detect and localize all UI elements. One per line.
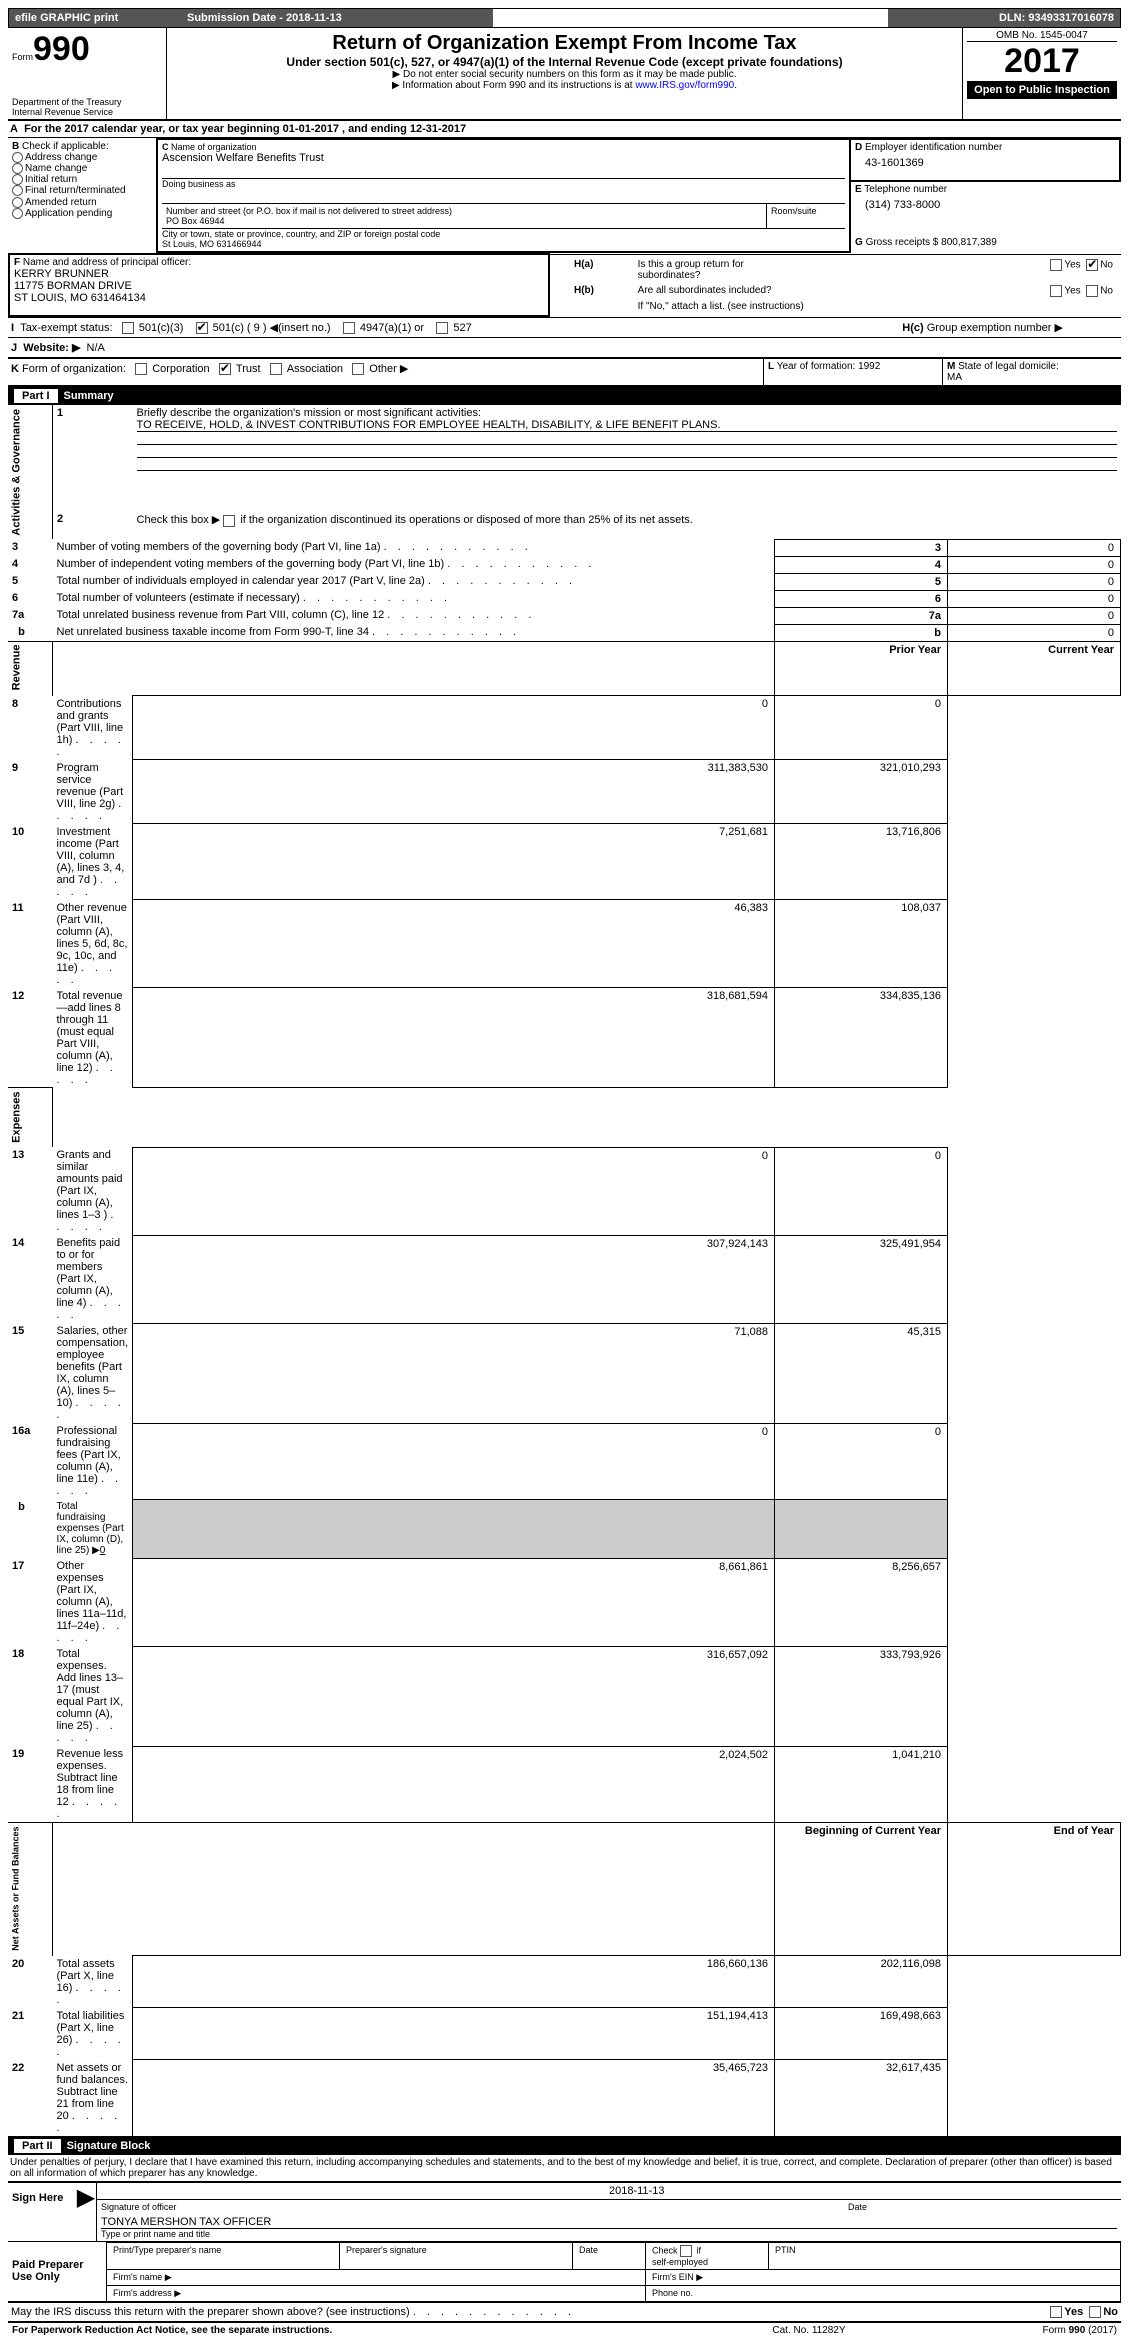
sign-here-label: Sign Here bbox=[8, 2183, 76, 2214]
eoy-hdr: End of Year bbox=[948, 1823, 1121, 1956]
k-trust[interactable] bbox=[219, 363, 231, 375]
hc: Group exemption number ▶ bbox=[927, 322, 1063, 334]
sig-date: 2018-11-13 bbox=[605, 2183, 1121, 2200]
klm-block: K Form of organization: Corporation Trus… bbox=[8, 357, 1121, 387]
header-note1: ▶ Do not enter social security numbers o… bbox=[171, 69, 958, 80]
q2-cb[interactable] bbox=[223, 515, 235, 527]
q1: Briefly describe the organization's miss… bbox=[137, 407, 481, 419]
officer-addr2: ST LOUIS, MO 631464134 bbox=[14, 292, 544, 304]
form-title: Return of Organization Exempt From Incom… bbox=[171, 32, 958, 55]
current-year-hdr: Current Year bbox=[948, 641, 1121, 695]
i-4947[interactable] bbox=[343, 322, 355, 334]
efile-btn[interactable]: efile GRAPHIC print bbox=[9, 9, 182, 28]
form-header: Form990 Department of the Treasury Inter… bbox=[8, 28, 1121, 121]
dln: DLN: 93493317016078 bbox=[888, 9, 1121, 28]
omb-number: OMB No. 1545-0047 bbox=[967, 30, 1117, 42]
fh-block: F Name and address of principal officer:… bbox=[8, 253, 1121, 317]
cb-initial-return[interactable] bbox=[12, 174, 23, 185]
org-name-label: Name of organization bbox=[171, 142, 257, 152]
cb-application-pending[interactable] bbox=[12, 208, 23, 219]
ein-label: Employer identification number bbox=[865, 142, 1002, 153]
cb-name-change[interactable] bbox=[12, 163, 23, 174]
open-to-public: Open to Public Inspection bbox=[967, 81, 1117, 99]
cb-amended-return[interactable] bbox=[12, 197, 23, 208]
phone-label: Telephone number bbox=[864, 184, 947, 195]
cb-final-return[interactable] bbox=[12, 185, 23, 196]
ha-yes[interactable] bbox=[1050, 259, 1062, 271]
part1-header: Part ISummary bbox=[8, 387, 1121, 405]
k-other[interactable] bbox=[352, 363, 364, 375]
preparer-block: Paid Preparer Use Only Print/Type prepar… bbox=[8, 2242, 1121, 2303]
dba-label: Doing business as bbox=[162, 179, 845, 204]
hb-note: If "No," attach a list. (see instruction… bbox=[634, 299, 1117, 314]
footer: For Paperwork Reduction Act Notice, see … bbox=[8, 2323, 1121, 2338]
prior-year-hdr: Prior Year bbox=[775, 641, 948, 695]
hb-q: Are all subordinates included? bbox=[634, 283, 957, 299]
city-label: City or town, state or province, country… bbox=[162, 229, 440, 239]
boy-hdr: Beginning of Current Year bbox=[775, 1823, 948, 1956]
discuss-line: May the IRS discuss this return with the… bbox=[8, 2303, 1121, 2323]
dept: Department of the Treasury bbox=[12, 97, 162, 107]
q2: Check this box ▶ if the organization dis… bbox=[133, 511, 1121, 539]
officer-addr1: 11775 BORMAN DRIVE bbox=[14, 280, 544, 292]
part2-header: Part IISignature Block bbox=[8, 2137, 1121, 2155]
line-a: A For the 2017 calendar year, or tax yea… bbox=[8, 121, 1121, 138]
irs: Internal Revenue Service bbox=[12, 107, 162, 117]
hb-yes[interactable] bbox=[1050, 285, 1062, 297]
header-note2: ▶ Information about Form 990 and its ins… bbox=[171, 80, 958, 91]
submission-date: Submission Date - 2018-11-13 bbox=[181, 9, 493, 28]
k-assoc[interactable] bbox=[270, 363, 282, 375]
gross-receipts: 800,817,389 bbox=[941, 237, 997, 248]
org-name: Ascension Welfare Benefits Trust bbox=[162, 152, 845, 179]
discuss-yes[interactable] bbox=[1050, 2306, 1062, 2318]
side-revenue: Revenue bbox=[8, 641, 53, 695]
ha-q: Is this a group return forsubordinates? bbox=[634, 257, 957, 283]
form-label: Form bbox=[12, 52, 33, 62]
form990-link[interactable]: www.IRS.gov/form990 bbox=[635, 80, 734, 91]
domicile: MA bbox=[947, 372, 962, 383]
street: PO Box 46944 bbox=[166, 216, 225, 226]
declaration: Under penalties of perjury, I declare th… bbox=[8, 2155, 1121, 2183]
cb-self-employed[interactable] bbox=[680, 2245, 692, 2257]
phone: (314) 733-8000 bbox=[855, 195, 1116, 215]
street-label: Number and street (or P.O. box if mail i… bbox=[166, 206, 452, 216]
mission: TO RECEIVE, HOLD, & INVEST CONTRIBUTIONS… bbox=[137, 419, 1117, 432]
hb-no[interactable] bbox=[1086, 285, 1098, 297]
officer-name: KERRY BRUNNER bbox=[14, 268, 544, 280]
tax-year: 2017 bbox=[967, 42, 1117, 81]
side-governance: Activities & Governance bbox=[8, 405, 53, 540]
ein: 43-1601369 bbox=[855, 153, 1115, 173]
ha-no[interactable] bbox=[1086, 259, 1098, 271]
officer-printed: TONYA MERSHON TAX OFFICER bbox=[101, 2216, 1117, 2229]
part1-table: Activities & Governance 1Briefly describ… bbox=[8, 405, 1121, 2137]
side-netassets: Net Assets or Fund Balances bbox=[8, 1823, 53, 1956]
line-i: I Tax-exempt status: 501(c)(3) 501(c) ( … bbox=[8, 317, 1121, 337]
gross-label: Gross receipts $ bbox=[866, 237, 942, 248]
top-bar: efile GRAPHIC print Submission Date - 20… bbox=[8, 8, 1121, 28]
org-block: B Check if applicable: Address change Na… bbox=[8, 138, 1121, 253]
room-label: Room/suite bbox=[767, 204, 846, 228]
discuss-no[interactable] bbox=[1089, 2306, 1101, 2318]
city: St Louis, MO 631466944 bbox=[162, 239, 262, 249]
k-corp[interactable] bbox=[135, 363, 147, 375]
i-501c[interactable] bbox=[196, 322, 208, 334]
i-527[interactable] bbox=[436, 322, 448, 334]
year-formation: 1992 bbox=[858, 361, 880, 372]
paid-preparer-label: Paid Preparer Use Only bbox=[8, 2242, 107, 2302]
side-expenses: Expenses bbox=[8, 1088, 53, 1148]
sign-block: Sign Here ▶ 2018-11-13 Signature of offi… bbox=[8, 2183, 1121, 2242]
form-subtitle: Under section 501(c), 527, or 4947(a)(1)… bbox=[171, 55, 958, 69]
i-501c3[interactable] bbox=[122, 322, 134, 334]
line-j: J Website: ▶ N/A bbox=[8, 337, 1121, 357]
check-label: Check if applicable: bbox=[22, 141, 109, 152]
cb-address-change[interactable] bbox=[12, 152, 23, 163]
officer-label: Name and address of principal officer: bbox=[23, 257, 191, 268]
form-number: 990 bbox=[33, 30, 90, 68]
